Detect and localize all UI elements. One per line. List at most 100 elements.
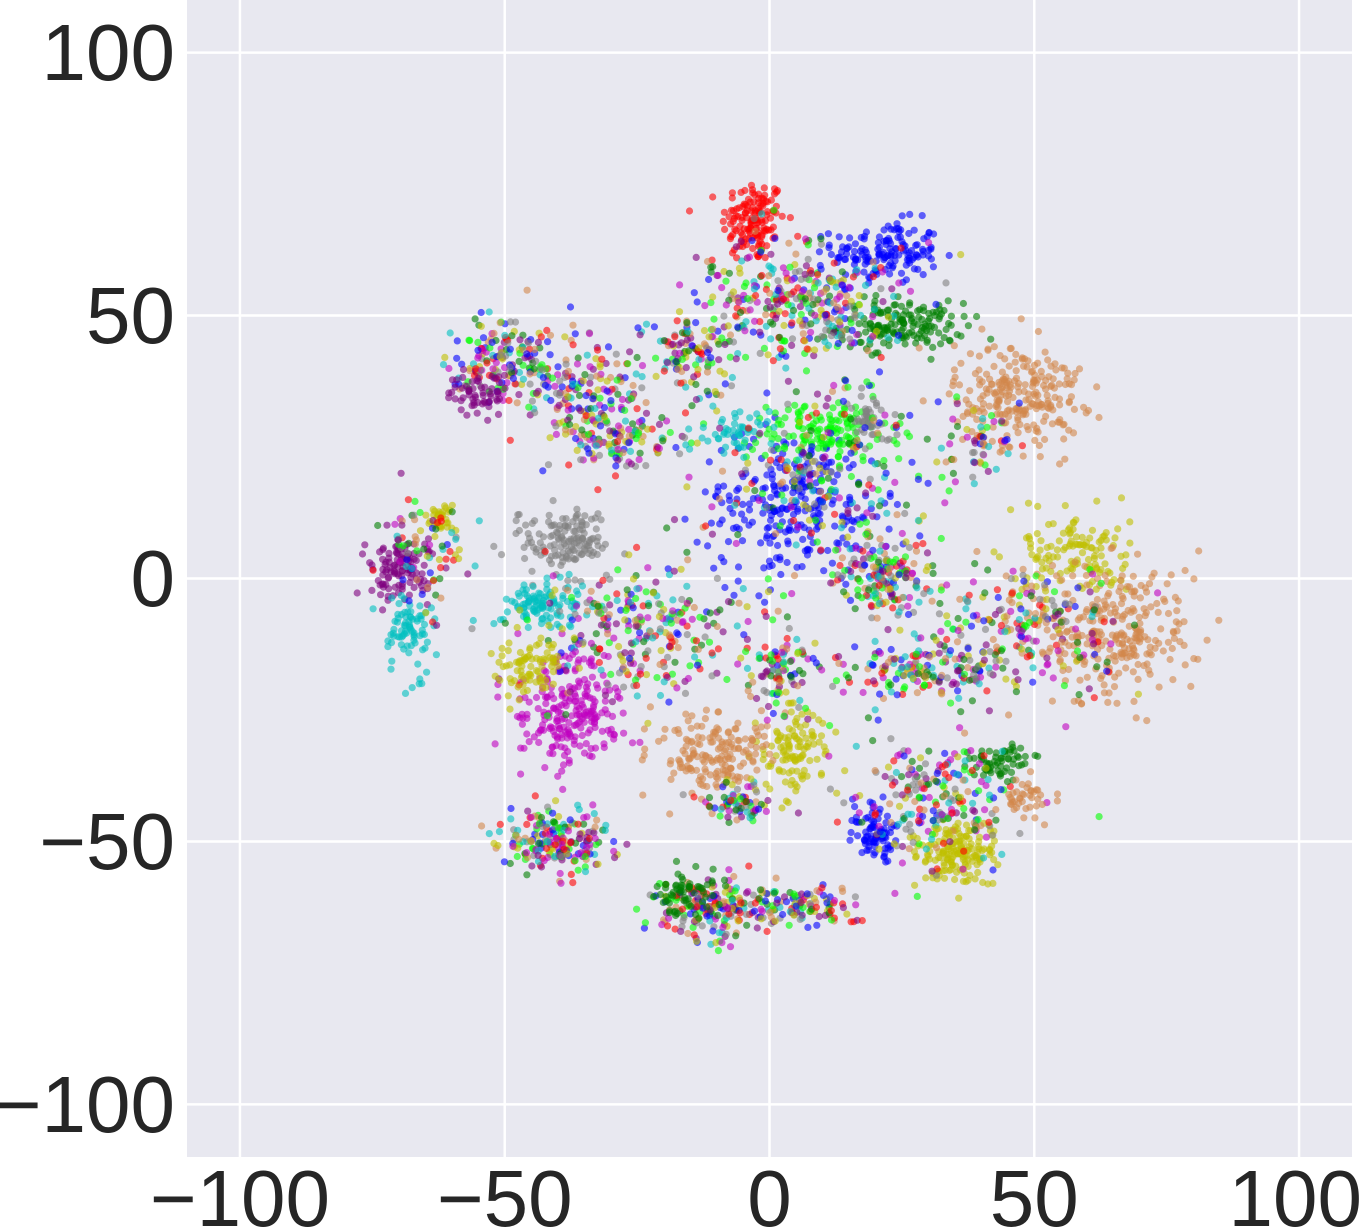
scatter-point (1069, 429, 1078, 437)
scatter-point (847, 449, 855, 457)
scatter-point (552, 657, 560, 665)
scatter-point (403, 549, 412, 557)
scatter-point (785, 624, 793, 633)
scatter-point (979, 415, 987, 423)
scatter-point (857, 311, 865, 319)
scatter-point (865, 586, 873, 594)
scatter-point (487, 650, 495, 658)
scatter-point (515, 510, 523, 519)
scatter-point (679, 618, 687, 626)
scatter-point (923, 435, 931, 443)
scatter-point (783, 558, 791, 567)
scatter-point (1061, 590, 1069, 598)
scatter-point (899, 311, 908, 319)
scatter-point (501, 619, 509, 627)
scatter-point (727, 382, 736, 390)
scatter-point (819, 719, 827, 727)
scatter-point (702, 706, 711, 714)
scatter-point (1047, 362, 1055, 370)
scatter-point (891, 478, 899, 486)
scatter-point (546, 614, 555, 622)
scatter-point (574, 354, 582, 362)
scatter-point (586, 363, 594, 371)
scatter-point (780, 712, 788, 720)
scatter-point (539, 721, 547, 729)
scatter-point (919, 271, 927, 279)
scatter-point (512, 517, 520, 525)
scatter-point (1122, 664, 1130, 672)
scatter-point (732, 806, 740, 814)
scatter-point (901, 553, 910, 561)
scatter-point (825, 241, 833, 249)
scatter-point (829, 322, 837, 330)
scatter-point (761, 227, 769, 235)
scatter-point (716, 812, 724, 820)
scatter-point (966, 350, 975, 358)
scatter-point (1167, 571, 1175, 579)
scatter-point (873, 614, 881, 622)
scatter-point (672, 443, 680, 452)
scatter-point (407, 642, 415, 650)
scatter-point (493, 395, 501, 404)
scatter-point (781, 445, 789, 453)
scatter-point (848, 526, 856, 534)
scatter-point (728, 373, 737, 382)
scatter-point (1070, 697, 1078, 705)
scatter-point (790, 572, 799, 580)
scatter-point (902, 538, 910, 546)
scatter-point (595, 609, 603, 617)
scatter-point (811, 457, 819, 465)
scatter-point (1118, 592, 1126, 601)
scatter-point (515, 391, 523, 399)
scatter-point (1093, 383, 1101, 391)
scatter-point (579, 638, 587, 646)
scatter-point (673, 358, 681, 366)
scatter-point (471, 562, 479, 570)
scatter-point (411, 533, 419, 541)
scatter-point (496, 319, 504, 327)
scatter-point (525, 738, 533, 746)
scatter-point (1097, 674, 1105, 683)
scatter-point (1153, 599, 1161, 608)
scatter-point (655, 613, 664, 621)
scatter-point (627, 460, 636, 468)
scatter-point (1054, 626, 1062, 634)
scatter-point (547, 560, 556, 568)
scatter-point (755, 654, 763, 663)
scatter-point (432, 651, 440, 659)
scatter-point (792, 250, 800, 258)
scatter-point (971, 560, 979, 568)
scatter-point (979, 450, 987, 458)
scatter-point (623, 586, 631, 594)
scatter-point (733, 785, 742, 793)
scatter-point (804, 413, 812, 422)
scatter-point (777, 570, 785, 579)
scatter-point (778, 804, 786, 812)
scatter-point (1150, 569, 1158, 577)
scatter-point (1203, 636, 1211, 644)
scatter-point (400, 645, 408, 653)
scatter-point (506, 705, 514, 713)
scatter-point (554, 735, 562, 743)
scatter-point (1005, 362, 1013, 370)
scatter-point (569, 341, 577, 349)
scatter-point (424, 535, 433, 543)
scatter-point (616, 433, 625, 441)
scatter-point (802, 235, 810, 243)
scatter-point (947, 312, 956, 320)
scatter-point (798, 563, 806, 571)
scatter-point (626, 447, 635, 455)
scatter-point (992, 663, 1000, 671)
scatter-point (855, 292, 863, 300)
scatter-point (649, 589, 657, 597)
scatter-point (731, 225, 739, 233)
scatter-point (807, 328, 815, 336)
scatter-point (614, 446, 622, 454)
scatter-point (404, 608, 412, 616)
scatter-point (831, 486, 840, 494)
scatter-point (1002, 675, 1010, 683)
scatter-point (391, 583, 399, 591)
scatter-point (590, 701, 598, 709)
scatter-point (875, 368, 884, 376)
scatter-point (539, 614, 547, 623)
